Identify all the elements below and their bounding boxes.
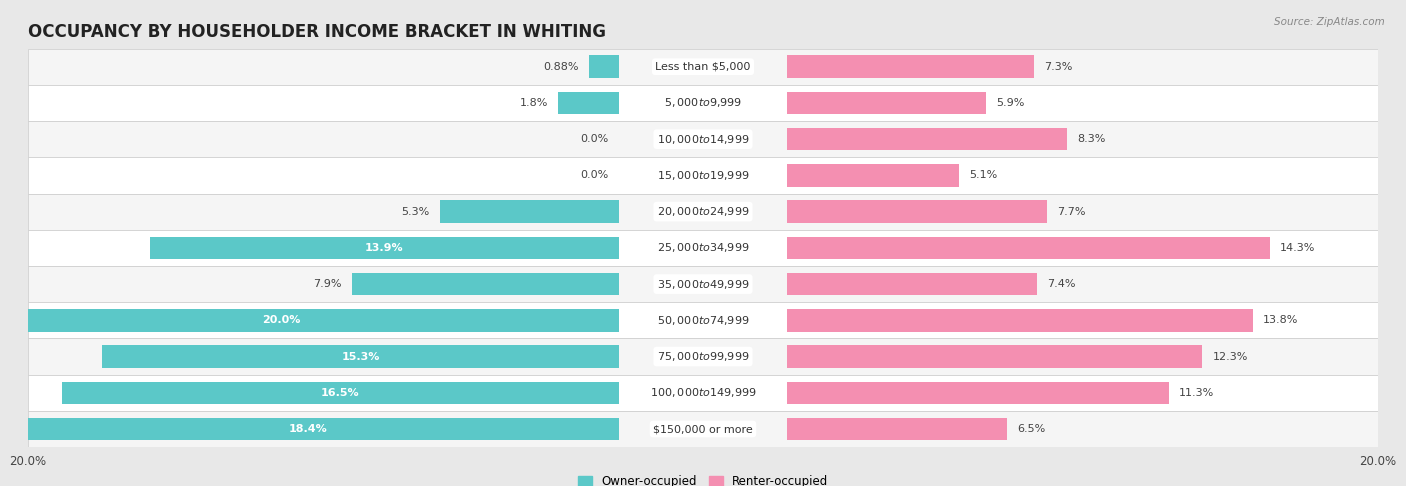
- Bar: [103, 346, 619, 368]
- Text: 16.5%: 16.5%: [321, 388, 360, 398]
- Text: $15,000 to $19,999: $15,000 to $19,999: [657, 169, 749, 182]
- Bar: [787, 55, 1033, 78]
- Text: 0.0%: 0.0%: [581, 171, 609, 180]
- Text: 11.3%: 11.3%: [1178, 388, 1213, 398]
- Text: 8.3%: 8.3%: [1077, 134, 1107, 144]
- Text: Less than $5,000: Less than $5,000: [655, 62, 751, 72]
- Bar: [62, 382, 619, 404]
- Text: 5.1%: 5.1%: [970, 171, 998, 180]
- Text: 13.8%: 13.8%: [1263, 315, 1299, 325]
- Text: $5,000 to $9,999: $5,000 to $9,999: [664, 96, 742, 109]
- Text: 5.9%: 5.9%: [997, 98, 1025, 108]
- Bar: [787, 346, 1202, 368]
- Bar: [28, 338, 1378, 375]
- Bar: [28, 157, 1378, 193]
- Bar: [0, 309, 619, 331]
- Text: $35,000 to $49,999: $35,000 to $49,999: [657, 278, 749, 291]
- Text: 13.9%: 13.9%: [364, 243, 404, 253]
- Bar: [558, 92, 619, 114]
- Text: $75,000 to $99,999: $75,000 to $99,999: [657, 350, 749, 363]
- Bar: [28, 266, 1378, 302]
- Bar: [28, 85, 1378, 121]
- Text: 7.9%: 7.9%: [314, 279, 342, 289]
- Bar: [787, 92, 987, 114]
- Bar: [28, 121, 1378, 157]
- Text: 20.0%: 20.0%: [262, 315, 301, 325]
- Text: 12.3%: 12.3%: [1212, 351, 1249, 362]
- Text: 0.88%: 0.88%: [543, 62, 579, 72]
- Text: 7.3%: 7.3%: [1043, 62, 1073, 72]
- Bar: [28, 193, 1378, 230]
- Bar: [28, 302, 1378, 338]
- Text: $20,000 to $24,999: $20,000 to $24,999: [657, 205, 749, 218]
- Text: 6.5%: 6.5%: [1017, 424, 1045, 434]
- Bar: [28, 411, 1378, 447]
- Text: 18.4%: 18.4%: [288, 424, 328, 434]
- Text: $150,000 or more: $150,000 or more: [654, 424, 752, 434]
- Text: 7.4%: 7.4%: [1047, 279, 1076, 289]
- Legend: Owner-occupied, Renter-occupied: Owner-occupied, Renter-occupied: [572, 470, 834, 486]
- Text: Source: ZipAtlas.com: Source: ZipAtlas.com: [1274, 17, 1385, 27]
- Text: 1.8%: 1.8%: [519, 98, 548, 108]
- Bar: [787, 128, 1067, 150]
- Bar: [787, 309, 1253, 331]
- Text: 15.3%: 15.3%: [342, 351, 380, 362]
- Bar: [787, 382, 1168, 404]
- Bar: [0, 418, 619, 440]
- Text: 0.0%: 0.0%: [581, 134, 609, 144]
- Text: 7.7%: 7.7%: [1057, 207, 1085, 217]
- Bar: [28, 49, 1378, 85]
- Bar: [589, 55, 619, 78]
- Text: $100,000 to $149,999: $100,000 to $149,999: [650, 386, 756, 399]
- Bar: [28, 375, 1378, 411]
- Bar: [787, 237, 1270, 259]
- Text: 14.3%: 14.3%: [1279, 243, 1316, 253]
- Text: $50,000 to $74,999: $50,000 to $74,999: [657, 314, 749, 327]
- Text: $25,000 to $34,999: $25,000 to $34,999: [657, 242, 749, 254]
- Text: OCCUPANCY BY HOUSEHOLDER INCOME BRACKET IN WHITING: OCCUPANCY BY HOUSEHOLDER INCOME BRACKET …: [28, 23, 606, 41]
- Bar: [787, 164, 959, 187]
- Bar: [787, 418, 1007, 440]
- Bar: [787, 273, 1038, 295]
- Bar: [28, 230, 1378, 266]
- Bar: [352, 273, 619, 295]
- Bar: [440, 200, 619, 223]
- Text: 5.3%: 5.3%: [402, 207, 430, 217]
- Bar: [787, 200, 1047, 223]
- Bar: [149, 237, 619, 259]
- Text: $10,000 to $14,999: $10,000 to $14,999: [657, 133, 749, 146]
